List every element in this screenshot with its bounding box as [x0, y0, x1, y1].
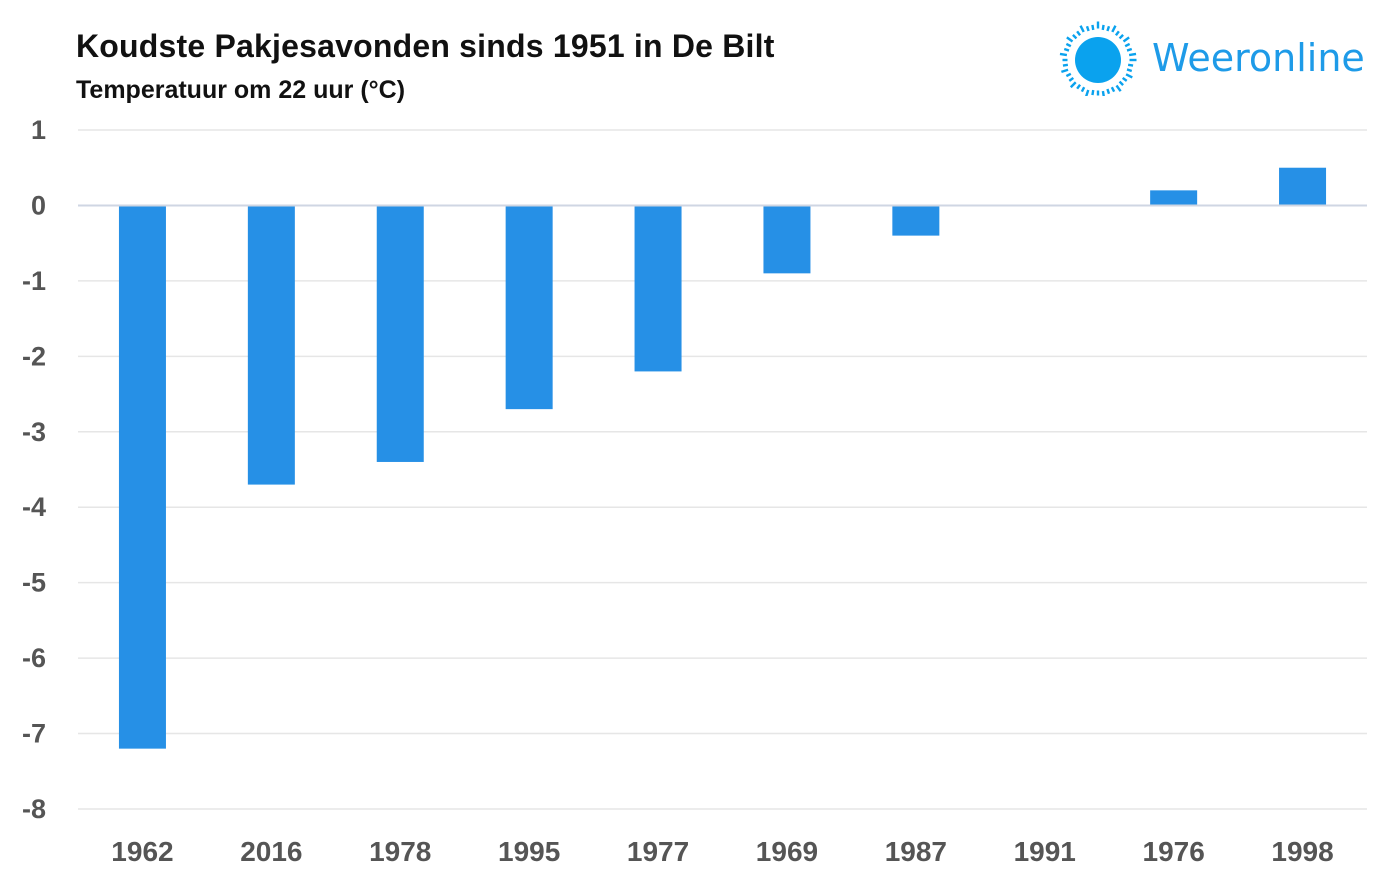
y-tick-label: -4 [22, 492, 46, 522]
sun-ray [1062, 63, 1069, 67]
sun-ray [1126, 47, 1133, 52]
sun-ray [1122, 36, 1130, 43]
chart-title: Koudste Pakjesavonden sinds 1951 in De B… [76, 28, 775, 64]
sun-ray [1063, 47, 1070, 52]
sun-ray [1059, 52, 1068, 57]
y-tick-label: -1 [22, 266, 46, 296]
x-tick-label: 1987 [885, 836, 947, 867]
sun-ray [1121, 76, 1128, 82]
x-tick-label: 1977 [627, 836, 689, 867]
sun-ray [1080, 86, 1086, 93]
y-tick-label: -8 [22, 794, 46, 824]
x-tick-label: 1991 [1014, 836, 1076, 867]
sun-ray [1069, 81, 1077, 89]
y-tick-label: -3 [22, 417, 46, 447]
sun-ray [1079, 25, 1085, 33]
sun-ray [1106, 25, 1111, 32]
bar-1978 [376, 205, 424, 462]
sun-ray [1085, 25, 1090, 32]
sun-ray [1072, 34, 1078, 40]
sun-ray [1065, 42, 1072, 48]
sun-ray [1066, 36, 1074, 43]
bar-2016 [247, 205, 295, 485]
sun-ray [1061, 68, 1069, 74]
x-tick-label: 1998 [1271, 836, 1333, 867]
sun-ray [1076, 83, 1082, 90]
bar-1987 [892, 205, 940, 236]
sun-ray [1126, 68, 1133, 73]
sun-ray [1110, 86, 1116, 93]
sun-ray [1124, 42, 1131, 48]
y-tick-label: -7 [22, 719, 46, 749]
chart-subtitle: Temperatuur om 22 uur (°C) [76, 76, 406, 104]
brand-name: Weeronline [1152, 36, 1365, 80]
bar-1977 [634, 205, 682, 372]
sun-ray [1111, 25, 1117, 33]
sun-ray [1118, 34, 1124, 40]
sun-ray [1127, 63, 1134, 67]
bar-1995 [505, 205, 553, 410]
y-tick-label: 1 [31, 115, 46, 145]
y-tick-label: 0 [31, 190, 46, 220]
sun-ray [1115, 84, 1122, 92]
x-tick-label: 1976 [1143, 836, 1205, 867]
sun-ray [1096, 21, 1100, 29]
sun-ray [1129, 58, 1137, 62]
x-tick-label: 1969 [756, 836, 818, 867]
bar-1969 [763, 205, 811, 274]
bar-1976 [1150, 190, 1198, 206]
sun-ray [1065, 72, 1072, 78]
sun-ray [1096, 90, 1100, 96]
sun-ray [1114, 30, 1120, 37]
bar-1962 [118, 205, 166, 749]
sun-ray [1101, 24, 1105, 31]
sun-ray [1068, 76, 1075, 82]
sun-ray [1101, 90, 1106, 96]
bar-1998 [1279, 167, 1327, 206]
bars [118, 167, 1327, 749]
x-axis-ticks: 1962 2016 1978 1995 1977 1969 1987 1991 1976 1998 [111, 836, 1333, 867]
sun-ray [1118, 80, 1124, 86]
x-tick-label: 1962 [111, 836, 173, 867]
sun-ray [1091, 89, 1095, 96]
y-axis-ticks: 1 0 -1 -2 -3 -4 -5 -6 -7 -8 [22, 115, 46, 824]
sun-ray [1076, 30, 1082, 37]
sun-ray [1084, 89, 1090, 96]
brand-logo: Weeronline [1058, 20, 1378, 96]
y-tick-label: -2 [22, 341, 46, 371]
sun-ray [1091, 24, 1095, 31]
sun-ray [1128, 52, 1137, 57]
x-tick-label: 2016 [240, 836, 302, 867]
sun-ray [1062, 58, 1068, 62]
y-tick-label: -5 [22, 568, 46, 598]
y-tick-label: -6 [22, 643, 46, 673]
x-tick-label: 1995 [498, 836, 560, 867]
sun-ray [1106, 88, 1111, 95]
sun-icon [1059, 21, 1137, 96]
x-tick-label: 1978 [369, 836, 431, 867]
sun-ray [1125, 73, 1133, 79]
